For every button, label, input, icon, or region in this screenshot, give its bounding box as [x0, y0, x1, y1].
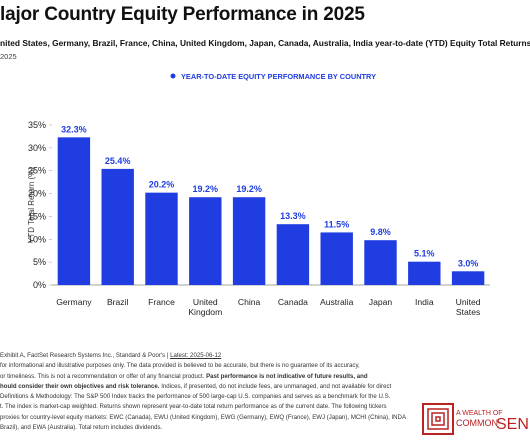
x-tick-label: France	[148, 297, 175, 307]
value-label: 5.1%	[414, 249, 435, 259]
value-label: 32.3%	[61, 124, 87, 134]
footer-line: hould consider their own objectives and …	[0, 382, 430, 392]
footer-line: Exhibit A, FactSet Research Systems Inc.…	[0, 351, 430, 361]
x-tick-label: China	[237, 297, 261, 307]
date: 2025	[0, 52, 17, 61]
footer-line: for informational and illustrative purpo…	[0, 361, 430, 371]
value-label: 19.2%	[236, 184, 262, 194]
footer-text: hould consider their own objectives and …	[0, 382, 160, 390]
logo-text: SEN	[496, 416, 529, 433]
value-label: 3.0%	[458, 258, 479, 268]
footer-text: for informational and illustrative purpo…	[0, 362, 360, 370]
x-tick-label: Australia	[319, 297, 354, 307]
y-tick-label: 30%	[28, 143, 46, 153]
title: lajor Country Equity Performance in 2025	[0, 4, 365, 25]
x-tick-label: Japan	[368, 297, 393, 307]
footer-text: Indices, if presented, do not include fe…	[159, 382, 392, 390]
y-tick-label: 25%	[28, 166, 46, 176]
footer-text: Past performance is not indicative of fu…	[206, 372, 368, 380]
logo-text: COMMON	[456, 418, 498, 428]
footer-text: t. The index is market-cap weighted. Ret…	[0, 403, 387, 411]
y-tick-label: 0%	[33, 280, 46, 290]
logo-text: A WEALTH OF	[456, 410, 503, 417]
footer-line: or timeliness. This is not a recommendat…	[0, 372, 430, 382]
footer-text: Definitions & Methodology: The S&P 500 I…	[0, 393, 391, 401]
x-tick-label: United States	[455, 297, 481, 317]
value-label: 13.3%	[280, 211, 306, 221]
value-label: 19.2%	[193, 184, 219, 194]
bar	[451, 271, 485, 285]
bar	[189, 197, 222, 285]
legend-swatch	[170, 73, 176, 79]
bar	[101, 168, 134, 285]
footer-line: Definitions & Methodology: The S&P 500 I…	[0, 392, 430, 402]
value-label: 20.2%	[149, 180, 175, 190]
footer-line: Brazil), and EWA (Australia). Total retu…	[0, 423, 430, 433]
y-tick-label: 5%	[33, 257, 46, 267]
subtitle: nited States, Germany, Brazil, France, C…	[0, 38, 530, 48]
bar	[408, 261, 441, 285]
bar	[320, 232, 353, 285]
footer-text: Latest: 2025-06-12	[170, 352, 222, 359]
y-tick-label: 10%	[28, 234, 46, 244]
footer: Exhibit A, FactSet Research Systems Inc.…	[0, 351, 430, 433]
footer-line: t. The index is market-cap weighted. Ret…	[0, 402, 430, 412]
value-label: 11.5%	[324, 219, 349, 229]
y-axis-label: YTD Total Return (%)	[27, 167, 36, 243]
y-tick-label: 35%	[28, 120, 46, 130]
x-tick-label: India	[414, 297, 434, 307]
bar	[232, 197, 266, 285]
value-label: 9.8%	[370, 227, 391, 237]
bar	[364, 240, 397, 285]
logo-maze	[427, 408, 449, 430]
logo-mark	[422, 403, 454, 435]
footer-text: proxies for country-level equity markets…	[0, 413, 407, 421]
bar	[145, 192, 178, 285]
logo: A WEALTH OF COMMON SEN	[422, 403, 529, 435]
bar	[57, 137, 91, 285]
footer-text: Brazil), and EWA (Australia). Total retu…	[0, 424, 163, 432]
y-tick-label: 15%	[28, 211, 46, 221]
chart: YEAR-TO-DATE EQUITY PERFORMANCE BY COUNT…	[27, 72, 490, 290]
x-tick-label: Canada	[277, 297, 308, 307]
x-tick-label: Brazil	[106, 297, 129, 307]
x-tick-label: Germany	[56, 297, 92, 307]
legend-label: YEAR-TO-DATE EQUITY PERFORMANCE BY COUNT…	[181, 72, 376, 81]
footer-line: proxies for country-level equity markets…	[0, 413, 430, 423]
footer-text: or timeliness. This is not a recommendat…	[0, 372, 207, 380]
bar	[276, 224, 310, 285]
x-tick-label: United Kingdom	[188, 297, 223, 317]
footer-text: Exhibit A, FactSet Research Systems Inc.…	[0, 352, 171, 359]
y-tick-label: 20%	[28, 189, 46, 199]
value-label: 25.4%	[105, 156, 131, 166]
